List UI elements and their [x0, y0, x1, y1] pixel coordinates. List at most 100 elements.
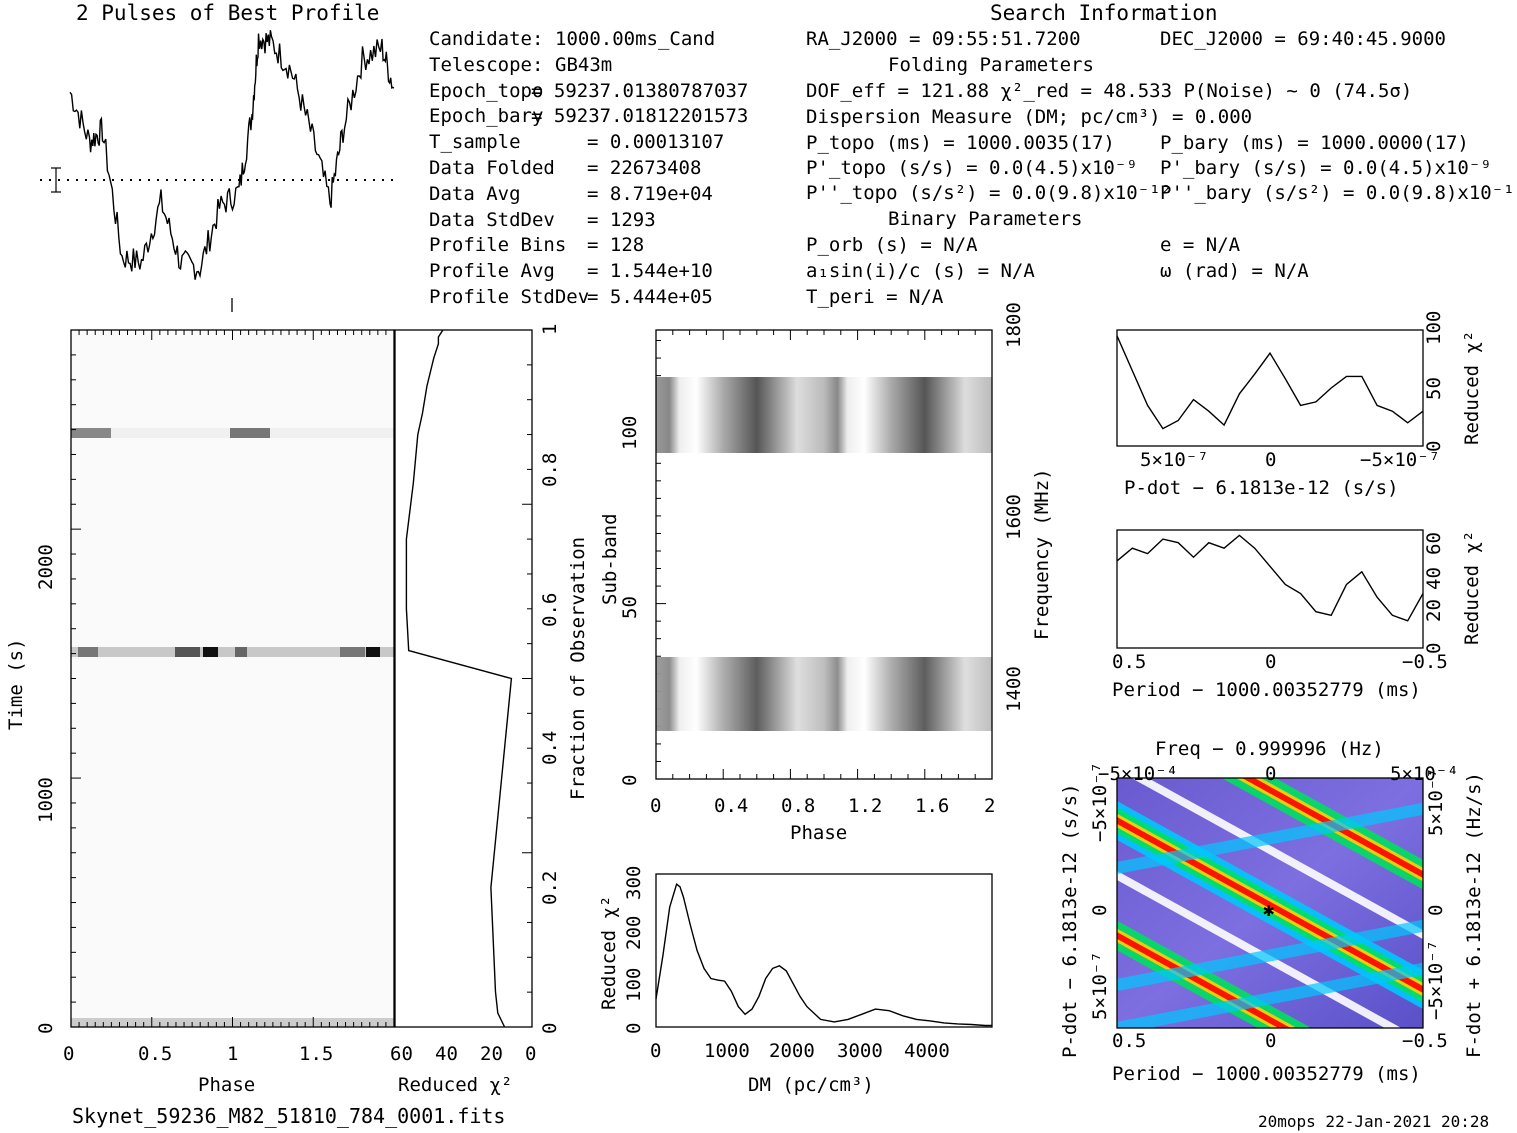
pd-xtick-pos: 5×10⁻⁷	[1140, 449, 1209, 471]
frac-ytick-0.8: 0.8	[539, 453, 561, 487]
heat-stripe	[1117, 932, 1291, 1028]
freq-ylabel: Frequency (MHz)	[1031, 468, 1053, 640]
info-value: 1000.00ms_Cand	[555, 28, 716, 50]
heat-stripe	[1131, 778, 1423, 940]
tperi-line: T_peri = N/A	[806, 286, 944, 308]
pp-x2tick-0: 0	[1265, 763, 1276, 785]
heat-stripe	[1242, 778, 1423, 878]
sub-xlabel: Phase	[790, 822, 847, 844]
porb-line: P_orb (s) = N/A	[806, 234, 978, 256]
dm-ylabel: Reduced χ²	[598, 896, 620, 1010]
pp-y2tick-0: 0	[1425, 905, 1447, 916]
sub-ytick-100: 100	[619, 416, 641, 450]
time-xtick-1.5: 1.5	[299, 1043, 333, 1065]
info-label: Data StdDev	[429, 208, 555, 231]
frac-ytick-1: 1	[539, 324, 561, 335]
chi-xtick-20: 20	[480, 1043, 503, 1065]
a1-line: a₁sin(i)/c (s) = N/A	[806, 260, 1035, 282]
sub-xtick-1.2: 1.2	[848, 795, 882, 817]
subband-plot	[655, 329, 993, 780]
dm-ytick-300: 300	[623, 866, 645, 900]
pp-ytick-neg: −5×10⁻⁷	[1089, 762, 1111, 842]
dm-ticklabels: 0 1000 2000 3000 4000 0 100 200 300 DM (…	[598, 866, 950, 1096]
dm-xtick-0: 0	[650, 1040, 661, 1062]
info-value: = 59237.01812201573	[531, 105, 749, 128]
freq-ytick-1600: 1600	[1003, 494, 1025, 540]
dm-line: Dispersion Measure (DM; pc/cm³) = 0.000	[806, 106, 1253, 128]
heat-stripe	[1117, 802, 1423, 874]
info-label: Profile Avg	[429, 260, 555, 283]
per-ytick-40: 40	[1423, 567, 1445, 590]
dof-line: DOF_eff = 121.88 χ²_red = 48.533 P(Noise…	[806, 80, 1413, 102]
heat-stripe	[1117, 919, 1423, 991]
time-ytick-0: 0	[35, 1023, 57, 1034]
freq-ytick-1800: 1800	[1003, 302, 1025, 348]
info-label: Epoch_topo	[429, 79, 544, 102]
chi-xtick-40: 40	[435, 1043, 458, 1065]
pd-xlabel: P-dot − 6.1813e-12 (s/s)	[1124, 477, 1399, 499]
time-ytick-1000: 1000	[35, 777, 57, 823]
omega-line: ω (rad) = N/A	[1160, 260, 1309, 282]
sub-xtick-2: 2	[984, 795, 995, 817]
info-value: = 1293	[587, 208, 656, 231]
pbary-line: P_bary (ms) = 1000.0000(17)	[1160, 132, 1469, 154]
info-value: = 8.719e+04	[587, 182, 713, 205]
sub-xtick-1.6: 1.6	[915, 795, 949, 817]
footer-stamp: 20mops 22-Jan-2021 20:28	[1258, 1112, 1490, 1131]
time-phase-plot	[70, 329, 395, 1028]
pd-xtick-0: 0	[1265, 449, 1276, 471]
sub-xtick-0.8: 0.8	[781, 795, 815, 817]
info-value: = 128	[587, 234, 645, 257]
info-value: GB43m	[555, 53, 613, 76]
dm-xtick-1000: 1000	[704, 1040, 750, 1062]
info-label: T_sample	[429, 131, 521, 154]
per-ytick-60: 60	[1423, 532, 1445, 555]
pp-x2tick-pos: 5×10⁻⁴	[1390, 763, 1459, 785]
time-xtick-0.5: 0.5	[138, 1043, 172, 1065]
ppdot-ticklabels: −5×10⁻⁴ 0 5×10⁻⁴ 0.5 0 −0.5 5×10⁻⁷ 0 −5×…	[1059, 738, 1485, 1085]
pp-y2tick-pos: 5×10⁻⁷	[1425, 767, 1447, 836]
sub-ylabel: Sub-band	[599, 513, 621, 605]
frac-ytick-0: 0	[539, 1023, 561, 1034]
pp-xtick--0.5: −0.5	[1402, 1030, 1448, 1052]
pdot-ticklabels: 5×10⁻⁷ 0 −5×10⁻⁷ 0 50 100 P-dot − 6.1813…	[1124, 311, 1483, 499]
info-label: Telescope:	[429, 53, 544, 76]
binary-title: Binary Parameters	[888, 208, 1083, 230]
info-label: Candidate:	[429, 28, 544, 50]
info-value: = 1.544e+10	[587, 260, 713, 283]
period-ticklabels: 0.5 0 −0.5 0 20 40 60 Period − 1000.0035…	[1112, 531, 1483, 701]
pd-ytick-100: 100	[1423, 311, 1445, 345]
info-label: Data Avg	[429, 182, 521, 205]
time-xtick-0: 0	[63, 1043, 74, 1065]
ppdot-map: ✱	[1116, 777, 1424, 1029]
dm-plot	[655, 873, 993, 1028]
pp-x2tick-neg: −5×10⁻⁴	[1098, 763, 1178, 785]
pp-ytick-0: 0	[1089, 905, 1111, 916]
time-ytick-2000: 2000	[35, 544, 57, 590]
pddbary-line: P''_bary (s/s²) = 0.0(9.8)x10⁻¹²	[1160, 182, 1517, 204]
per-ytick-0: 0	[1423, 643, 1445, 654]
per-ytick-20: 20	[1423, 599, 1445, 622]
pp-ylabel: P-dot − 6.1813e-12 (s/s)	[1059, 783, 1081, 1058]
freq-ytick-1400: 1400	[1003, 666, 1025, 712]
chi-xlabel: Reduced χ²	[398, 1074, 512, 1096]
pp-xlabel: Period − 1000.00352779 (ms)	[1112, 1063, 1421, 1085]
profile-title: 2 Pulses of Best Profile	[76, 1, 380, 25]
ra-line: RA_J2000 = 09:55:51.7200	[806, 28, 1081, 50]
sub-xtick-0.4: 0.4	[714, 795, 748, 817]
time-ylabel: Time (s)	[5, 638, 27, 730]
pd-ytick-0: 0	[1423, 441, 1445, 452]
chi-fraction-plot	[394, 329, 533, 1028]
e-line: e = N/A	[1160, 234, 1241, 256]
time-phase-ticklabels: 0 0.5 1 1.5 0 1000 2000 Phase Time (s)	[5, 544, 333, 1096]
dec-line: DEC_J2000 = 69:40:45.9000	[1160, 28, 1446, 50]
pd-ylabel: Reduced χ²	[1461, 331, 1483, 445]
frac-ytick-0.6: 0.6	[539, 593, 561, 627]
dm-xlabel: DM (pc/cm³)	[748, 1074, 874, 1096]
info-label: Profile StdDev	[429, 286, 590, 308]
chi-fraction-ticklabels: 60 40 20 0 0 0.2 0.4 0.6 0.8 1 Reduced χ…	[390, 324, 589, 1096]
period-plot	[1116, 529, 1424, 649]
ptopo-line: P_topo (ms) = 1000.0035(17)	[806, 132, 1115, 154]
sub-ytick-0: 0	[619, 775, 641, 786]
